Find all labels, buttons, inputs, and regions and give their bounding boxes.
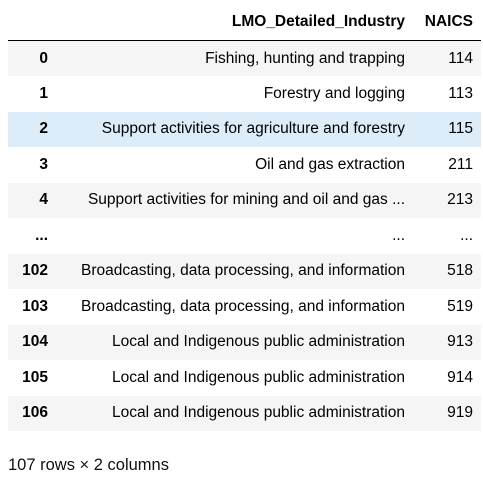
table-row: 0 Fishing, hunting and trapping 114 <box>8 40 481 76</box>
table-row: 105 Local and Indigenous public administ… <box>8 360 481 396</box>
naics-cell: 914 <box>447 368 473 386</box>
row-index: 3 <box>39 155 48 173</box>
naics-cell: 114 <box>448 49 473 67</box>
industry-cell: Local and Indigenous public administrati… <box>112 333 405 351</box>
table-row: 106 Local and Indigenous public administ… <box>8 395 481 431</box>
table-row: 104 Local and Indigenous public administ… <box>8 324 481 360</box>
naics-cell: 115 <box>448 120 473 138</box>
naics-cell: 519 <box>447 297 473 315</box>
row-index: 104 <box>22 333 48 351</box>
industry-cell: Local and Indigenous public administrati… <box>112 368 405 386</box>
industry-cell: Forestry and logging <box>263 84 405 102</box>
table-row: 3 Oil and gas extraction 211 <box>8 147 481 183</box>
index-column-header <box>8 4 56 41</box>
naics-cell: 113 <box>448 84 473 102</box>
naics-cell: 213 <box>447 191 473 209</box>
table-row-ellipsis: ... ... ... <box>8 218 481 254</box>
naics-column-header: NAICS <box>413 4 481 41</box>
row-index: 103 <box>22 297 48 315</box>
row-index: 2 <box>39 120 48 138</box>
row-index: 102 <box>22 262 48 280</box>
industry-cell: Oil and gas extraction <box>255 155 405 173</box>
row-index: 106 <box>22 404 48 422</box>
naics-cell: 919 <box>447 404 473 422</box>
table-row-highlighted: 2 Support activities for agriculture and… <box>8 111 481 147</box>
industry-cell: ... <box>392 226 405 244</box>
industry-cell: Broadcasting, data processing, and infor… <box>81 262 405 280</box>
dataframe-output: LMO_Detailed_Industry NAICS 0 Fishing, h… <box>8 4 481 431</box>
row-index: 4 <box>39 191 48 209</box>
industry-column-header: LMO_Detailed_Industry <box>56 4 413 41</box>
table-row: 103 Broadcasting, data processing, and i… <box>8 289 481 325</box>
industry-cell: Fishing, hunting and trapping <box>205 49 405 67</box>
table-row: 102 Broadcasting, data processing, and i… <box>8 253 481 289</box>
naics-cell: 518 <box>447 262 473 280</box>
row-index: 0 <box>39 49 48 67</box>
industry-cell: Broadcasting, data processing, and infor… <box>81 297 405 315</box>
dataframe-shape-summary: 107 rows × 2 columns <box>8 456 169 474</box>
row-index: 105 <box>22 368 48 386</box>
table-row: 4 Support activities for mining and oil … <box>8 182 481 218</box>
table-row: 1 Forestry and logging 113 <box>8 76 481 112</box>
row-index: 1 <box>39 84 48 102</box>
dataframe-table: LMO_Detailed_Industry NAICS 0 Fishing, h… <box>8 4 481 431</box>
naics-cell: 211 <box>448 155 473 173</box>
industry-cell: Support activities for mining and oil an… <box>87 191 405 209</box>
row-index: ... <box>35 226 48 244</box>
industry-cell: Support activities for agriculture and f… <box>101 120 405 138</box>
naics-cell: 913 <box>447 333 473 351</box>
naics-cell: ... <box>460 226 473 244</box>
industry-cell: Local and Indigenous public administrati… <box>112 404 405 422</box>
header-row: LMO_Detailed_Industry NAICS <box>8 4 481 41</box>
